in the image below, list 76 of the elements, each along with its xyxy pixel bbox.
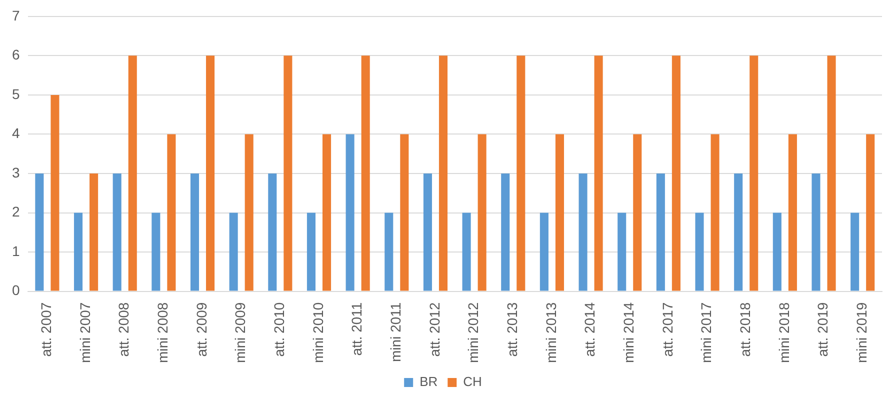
bar — [35, 173, 44, 291]
x-tick-label: mini 2013 — [542, 302, 559, 363]
bar — [423, 173, 432, 291]
bar — [152, 212, 160, 291]
y-tick-label: 5 — [12, 86, 20, 102]
x-tick-label: mini 2017 — [698, 302, 714, 363]
bar — [555, 134, 564, 291]
y-tick-label: 3 — [12, 164, 20, 180]
y-tick-label: 6 — [12, 46, 20, 63]
bar — [866, 134, 875, 291]
bar — [594, 56, 603, 291]
bar — [540, 212, 548, 291]
x-tick-label: mini 2009 — [232, 302, 248, 363]
bar — [306, 212, 316, 291]
bar — [734, 173, 743, 291]
x-tick-label: att. 2007 — [38, 302, 54, 357]
bar — [74, 212, 83, 291]
bar — [50, 94, 60, 291]
y-tick-label: 7 — [12, 7, 20, 24]
x-tick-label: mini 2010 — [310, 302, 326, 363]
legend-label: BR — [420, 374, 438, 390]
x-tick-label: att. 2012 — [426, 302, 442, 357]
x-tick-label: att. 2008 — [116, 302, 132, 357]
bar — [438, 56, 448, 291]
x-tick-label: att. 2014 — [582, 302, 598, 357]
x-tick-label: mini 2014 — [620, 302, 636, 363]
x-tick-label: mini 2018 — [776, 302, 792, 363]
bar — [384, 212, 394, 291]
bar — [812, 173, 820, 291]
bar — [788, 134, 797, 291]
bar — [501, 173, 510, 291]
x-tick-label: att. 2017 — [659, 302, 676, 357]
bar — [695, 212, 704, 291]
x-tick-label: mini 2012 — [465, 302, 482, 363]
x-tick-label: att. 2019 — [814, 302, 831, 357]
bar — [850, 212, 860, 291]
x-tick-label: att. 2018 — [736, 302, 753, 357]
y-tick-label: 4 — [12, 125, 20, 142]
bar — [112, 173, 122, 291]
x-tick-label: att. 2013 — [504, 302, 520, 357]
legend-label: CH — [463, 374, 482, 390]
x-tick-label: mini 2019 — [853, 302, 870, 363]
x-tick-label: att. 2010 — [271, 302, 288, 357]
bar — [672, 56, 680, 291]
bar — [478, 134, 486, 291]
bar — [167, 134, 176, 291]
bar — [618, 212, 626, 291]
x-tick-label: mini 2008 — [154, 302, 171, 363]
bar — [772, 212, 782, 291]
bar — [361, 56, 370, 291]
bar — [90, 173, 98, 291]
bar — [750, 56, 758, 291]
bar — [268, 173, 277, 291]
x-tick-label: mini 2011 — [388, 302, 404, 362]
x-tick-label: att. 2011 — [348, 302, 365, 356]
bar — [656, 173, 665, 291]
bar — [400, 134, 409, 291]
bar — [827, 56, 836, 291]
bar — [284, 56, 292, 291]
bar — [578, 173, 588, 291]
bar — [206, 56, 215, 291]
bar — [710, 134, 720, 291]
x-tick-label: mini 2007 — [76, 302, 93, 363]
y-tick-label: 2 — [12, 204, 20, 220]
y-tick-label: 0 — [12, 282, 20, 298]
bar — [462, 212, 471, 291]
bar — [633, 134, 642, 291]
bar — [244, 134, 254, 291]
bar — [516, 56, 526, 291]
bar — [128, 56, 137, 291]
y-tick-label: 1 — [12, 242, 20, 259]
bar — [229, 212, 238, 291]
bar — [190, 173, 200, 291]
bar — [322, 134, 332, 291]
x-tick-label: att. 2009 — [193, 302, 210, 357]
bar — [346, 134, 354, 291]
